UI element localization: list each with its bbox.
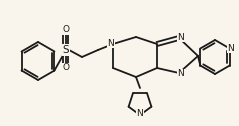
- Text: O: O: [63, 64, 70, 72]
- Text: S: S: [63, 45, 69, 55]
- Text: N: N: [108, 39, 114, 48]
- Text: O: O: [63, 25, 70, 35]
- Text: N: N: [137, 108, 143, 118]
- Text: N: N: [178, 33, 184, 41]
- Text: N: N: [227, 44, 234, 53]
- Text: N: N: [178, 70, 184, 78]
